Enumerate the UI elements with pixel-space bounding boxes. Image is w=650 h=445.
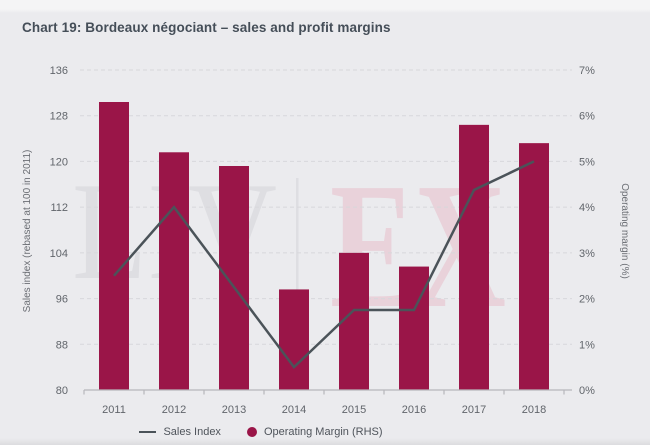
bar-2014 [279, 289, 309, 390]
bar-2017 [459, 124, 489, 390]
svg-text:2014: 2014 [282, 404, 306, 416]
svg-text:136: 136 [50, 65, 68, 77]
legend-label-sales-index: Sales Index [163, 426, 221, 438]
svg-text:1%: 1% [579, 339, 595, 351]
svg-text:104: 104 [50, 248, 68, 260]
watermark-separator [296, 178, 299, 302]
legend-label-operating-margin: Operating Margin (RHS) [263, 426, 383, 438]
bar-2011 [99, 102, 129, 390]
svg-text:0%: 0% [579, 385, 595, 397]
bar-2015 [339, 252, 369, 390]
bar-2013 [219, 166, 249, 390]
svg-text:96: 96 [56, 294, 68, 306]
svg-text:2016: 2016 [402, 404, 426, 416]
legend: Sales Index Operating Margin (RHS) [0, 426, 586, 438]
svg-text:2012: 2012 [162, 404, 186, 416]
chart-title: Chart 19: Bordeaux négociant – sales and… [22, 20, 391, 35]
right-axis-title: Operating margin (%) [619, 183, 630, 279]
svg-text:128: 128 [50, 111, 68, 123]
svg-text:120: 120 [50, 156, 68, 168]
bar-2018 [519, 143, 549, 390]
svg-text:4%: 4% [579, 202, 595, 214]
svg-text:2017: 2017 [462, 404, 486, 416]
svg-text:2018: 2018 [522, 404, 546, 416]
svg-text:88: 88 [56, 339, 68, 351]
right-axis-tick-labels: 7% 6% 5% 4% 3% 2% 1% 0% [579, 65, 595, 397]
svg-text:2013: 2013 [222, 404, 246, 416]
svg-text:2011: 2011 [102, 404, 126, 416]
left-axis-title: Sales index (rebased at 100 in 2011) [22, 150, 33, 313]
svg-text:112: 112 [50, 202, 68, 214]
left-axis-tick-labels: 136 128 120 112 104 96 88 80 [50, 65, 68, 397]
svg-text:2%: 2% [579, 294, 595, 306]
sales-index-line-swatch [139, 430, 157, 434]
sales-index-line [113, 160, 535, 370]
svg-text:6%: 6% [579, 111, 595, 123]
x-axis [83, 389, 572, 395]
svg-text:7%: 7% [579, 65, 595, 77]
bar-2016 [399, 266, 429, 390]
svg-text:2015: 2015 [342, 404, 366, 416]
operating-margin-bars [99, 102, 549, 390]
gridlines [80, 69, 572, 345]
bar-2012 [159, 152, 189, 390]
svg-text:80: 80 [56, 385, 68, 397]
x-axis-category-labels: 2011 2012 2013 2014 2015 2016 2017 2018 [102, 404, 546, 416]
svg-text:3%: 3% [579, 248, 595, 260]
operating-margin-circle-swatch [246, 427, 257, 437]
svg-text:5%: 5% [579, 156, 595, 168]
